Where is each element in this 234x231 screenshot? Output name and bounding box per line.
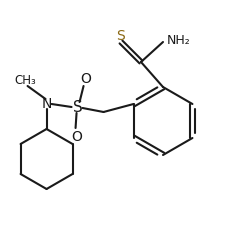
Text: CH₃: CH₃ xyxy=(15,73,37,86)
Text: O: O xyxy=(71,129,82,143)
Text: N: N xyxy=(41,97,52,110)
Text: O: O xyxy=(80,72,91,86)
Text: S: S xyxy=(116,29,124,43)
Text: S: S xyxy=(73,100,82,115)
Text: NH₂: NH₂ xyxy=(167,34,191,47)
